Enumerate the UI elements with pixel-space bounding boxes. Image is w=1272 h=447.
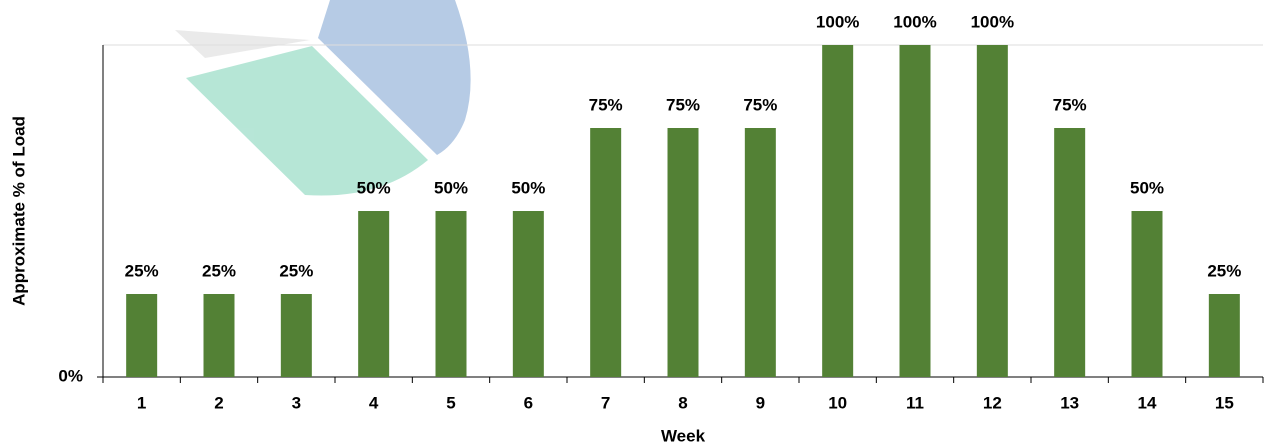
value-label: 50%: [434, 178, 468, 197]
bar: [280, 294, 312, 377]
x-tick-label: 15: [1215, 393, 1234, 412]
bar: [976, 45, 1008, 377]
value-label: 25%: [202, 261, 236, 280]
value-label: 100%: [893, 12, 936, 31]
value-label: 75%: [1053, 95, 1087, 114]
bar: [744, 128, 776, 377]
bar: [435, 211, 467, 377]
y-axis-title: Approximate % of Load: [9, 116, 28, 306]
value-label: 25%: [1207, 261, 1241, 280]
x-tick-label: 6: [524, 393, 533, 412]
x-axis-title: Week: [661, 426, 706, 445]
bar: [1054, 128, 1086, 377]
value-label: 50%: [511, 178, 545, 197]
x-tick-label: 10: [828, 393, 847, 412]
x-tick-label: 4: [369, 393, 379, 412]
watermark: [175, 0, 471, 196]
bar: [590, 128, 622, 377]
x-tick-label: 3: [292, 393, 301, 412]
x-tick-label: 7: [601, 393, 610, 412]
value-label: 100%: [816, 12, 859, 31]
watermark-slice: [175, 30, 310, 58]
bar: [1208, 294, 1240, 377]
x-tick-label: 13: [1060, 393, 1079, 412]
bar: [1131, 211, 1163, 377]
bar: [822, 45, 854, 377]
bar: [126, 294, 158, 377]
bar: [667, 128, 699, 377]
x-tick-label: 8: [678, 393, 687, 412]
x-tick-label: 1: [137, 393, 146, 412]
bar: [512, 211, 544, 377]
watermark-slice: [186, 46, 428, 196]
watermark-slice: [318, 0, 471, 155]
x-tick-label: 2: [214, 393, 223, 412]
value-label: 25%: [279, 261, 313, 280]
value-label: 75%: [589, 95, 623, 114]
x-tick-label: 5: [446, 393, 455, 412]
bar: [203, 294, 235, 377]
value-label: 25%: [125, 261, 159, 280]
value-label: 75%: [666, 95, 700, 114]
value-label: 50%: [357, 178, 391, 197]
value-label: 100%: [971, 12, 1014, 31]
x-tick-label: 12: [983, 393, 1002, 412]
value-label: 50%: [1130, 178, 1164, 197]
bar: [899, 45, 931, 377]
x-tick-label: 11: [906, 393, 924, 412]
bar: [358, 211, 390, 377]
x-tick-label: 14: [1138, 393, 1157, 412]
x-tick-label: 9: [756, 393, 765, 412]
y-tick-label: 0%: [58, 366, 83, 385]
value-label: 75%: [743, 95, 777, 114]
